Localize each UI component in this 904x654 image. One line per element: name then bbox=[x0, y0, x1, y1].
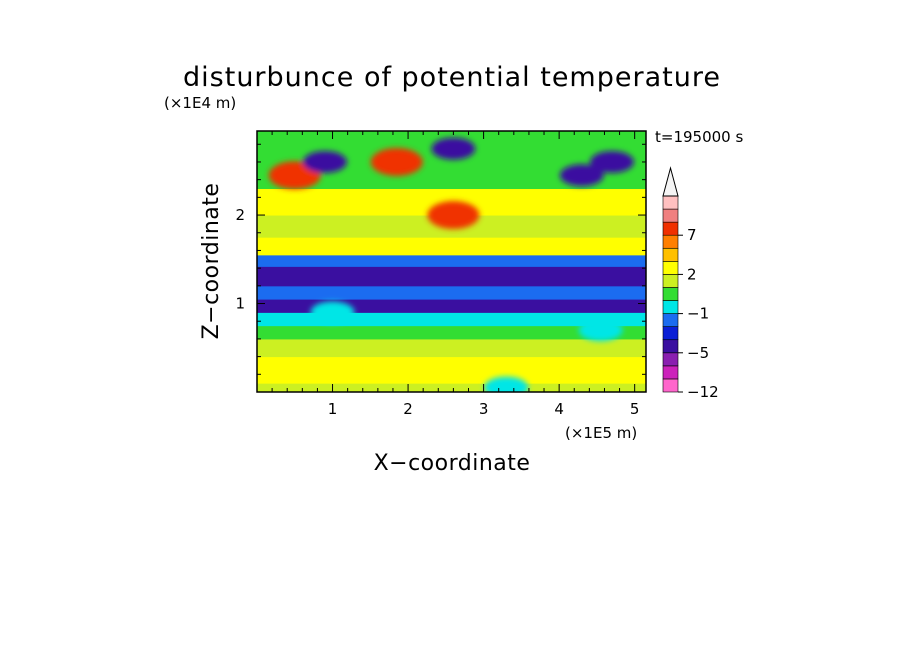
field-band-3 bbox=[257, 325, 646, 340]
field-feature-7 bbox=[484, 376, 529, 392]
field-band-7 bbox=[257, 266, 646, 287]
x-tick-label: 5 bbox=[630, 400, 640, 418]
field-band-8 bbox=[257, 254, 646, 267]
field-band-0 bbox=[257, 383, 646, 392]
x-tick-label: 1 bbox=[328, 400, 338, 418]
x-tick-label: 3 bbox=[479, 400, 489, 418]
field-band-1 bbox=[257, 356, 646, 384]
time-label: t=195000 s bbox=[655, 128, 743, 146]
x-axis: 1 2 3 4 5 bbox=[271, 131, 640, 418]
colorbar-level-12 bbox=[662, 221, 679, 236]
x-scale-label: (×1E5 m) bbox=[565, 424, 637, 442]
colorbar-level-3 bbox=[662, 339, 679, 354]
field-feature-2 bbox=[427, 201, 480, 230]
colorbar-label: −12 bbox=[687, 383, 719, 401]
colorbar-level-5 bbox=[662, 313, 679, 327]
colorbar-label: 2 bbox=[687, 265, 697, 283]
colorbar-level-2 bbox=[662, 352, 679, 367]
plot-frame bbox=[256, 130, 647, 393]
colorbar-level-9 bbox=[662, 261, 679, 275]
field-feature-8 bbox=[578, 319, 623, 342]
field-feature-4 bbox=[431, 137, 476, 160]
colorbar-level-7 bbox=[662, 287, 679, 301]
colorbar-label: 7 bbox=[687, 226, 697, 244]
y-tick-label: 1 bbox=[235, 295, 245, 313]
colorbar-level-10 bbox=[662, 247, 679, 262]
colorbar-level-4 bbox=[662, 326, 679, 341]
y-tick-label: 2 bbox=[235, 206, 245, 224]
field-feature-3 bbox=[302, 150, 347, 173]
field-feature-9 bbox=[310, 301, 355, 324]
field-band-2 bbox=[257, 338, 646, 358]
field-band-5 bbox=[257, 299, 646, 313]
colorbar-level-6 bbox=[662, 300, 679, 314]
colorbar-level-0 bbox=[662, 378, 679, 393]
x-tick-label: 4 bbox=[554, 400, 564, 418]
field-feature-5 bbox=[559, 164, 604, 187]
y-scale-label: (×1E4 m) bbox=[164, 94, 236, 112]
y-axis-label: Z−coordinate bbox=[199, 183, 224, 340]
x-axis-label: X−coordinate bbox=[374, 451, 531, 476]
colorbar-level-13 bbox=[662, 208, 679, 223]
colorbar: 7 2 −1 −5 −12 bbox=[662, 166, 719, 401]
colorbar-level-14 bbox=[662, 195, 679, 210]
colorbar-level-1 bbox=[662, 365, 679, 380]
colorbar-level-8 bbox=[662, 274, 679, 288]
y-axis: 12 bbox=[235, 143, 646, 375]
colorbar-extend-arrow bbox=[662, 166, 679, 197]
field-band-9 bbox=[257, 237, 646, 256]
field-feature-6 bbox=[590, 150, 635, 173]
chart-title: disturbunce of potential temperature bbox=[183, 62, 721, 93]
field-band-6 bbox=[257, 285, 646, 300]
heatmap-field bbox=[257, 131, 646, 392]
colorbar-label: −1 bbox=[687, 305, 709, 323]
colorbar-level-11 bbox=[662, 234, 679, 249]
x-tick-label: 2 bbox=[403, 400, 413, 418]
colorbar-label: −5 bbox=[687, 344, 709, 362]
field-band-4 bbox=[257, 312, 646, 327]
field-feature-1 bbox=[370, 147, 423, 176]
